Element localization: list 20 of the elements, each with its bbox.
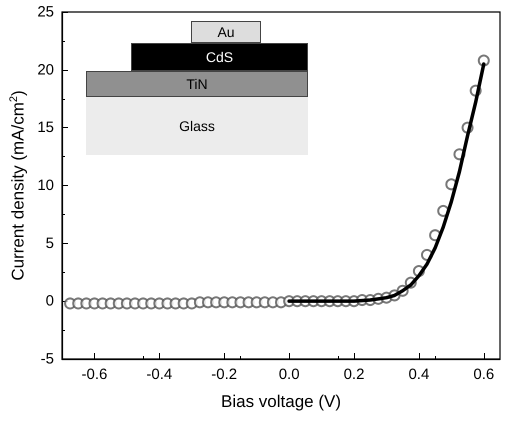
y-tick-label: 15 bbox=[37, 119, 54, 136]
y-tick-label: 10 bbox=[37, 177, 54, 194]
x-tick-label: 0.6 bbox=[473, 366, 494, 383]
x-tick-label: -0.6 bbox=[82, 366, 108, 383]
annotation: Au bbox=[191, 21, 261, 43]
y-tick-label: 0 bbox=[46, 292, 54, 310]
x-tick-label: 0.2 bbox=[344, 366, 364, 383]
y-tick-label: -5 bbox=[40, 350, 54, 368]
annotation: TiN bbox=[86, 71, 308, 97]
x-axis-title: Bias voltage (V) bbox=[221, 392, 341, 411]
annotation: Glass bbox=[86, 97, 308, 155]
y-axis-title: Current density (mA/cm2) bbox=[8, 90, 28, 281]
y-tick-label: 20 bbox=[37, 61, 54, 78]
x-tick-label: -0.4 bbox=[146, 366, 172, 383]
y-tick-label: 25 bbox=[37, 4, 54, 20]
x-tick-label: -0.2 bbox=[211, 366, 238, 383]
x-tick-label: 0.0 bbox=[278, 366, 300, 383]
y-tick-label: 5 bbox=[46, 234, 54, 252]
x-tick-label: 0.4 bbox=[408, 366, 430, 383]
annotation: CdS bbox=[131, 43, 308, 71]
